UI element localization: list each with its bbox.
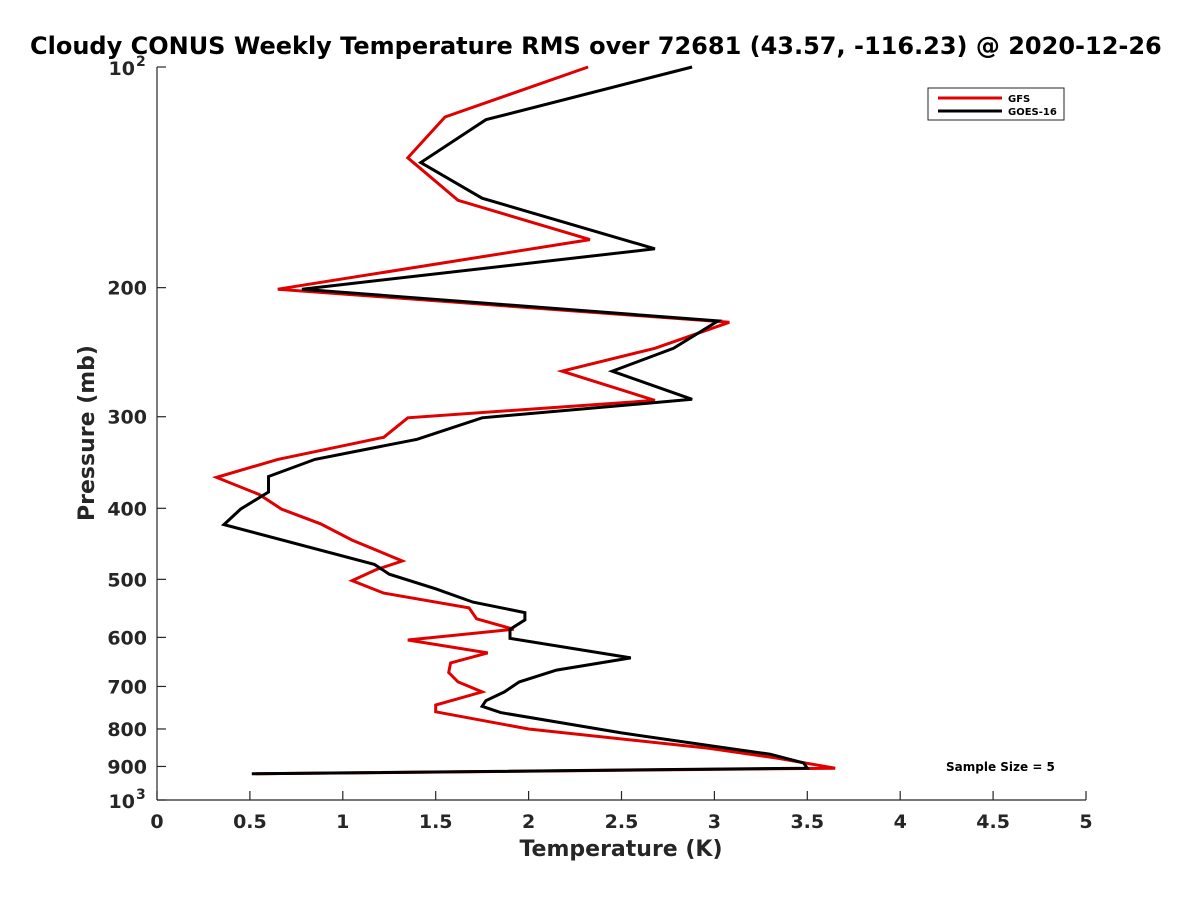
legend-label: GOES-16 [1008,107,1057,118]
y-tick-label: 300 [107,407,147,429]
x-tick-label: 1.5 [419,811,453,833]
x-axis-label: Temperature (K) [519,837,722,862]
x-tick-label: 0.5 [233,811,267,833]
x-axis-ticks: 0 0.5 1 1.5 2 2.5 3 3.5 4 4.5 5 [150,791,1093,833]
x-tick-label: 2 [522,811,535,833]
x-tick-label: 4.5 [976,811,1010,833]
y-tick-exponent: 2 [136,54,146,70]
y-tick-label: 600 [107,627,147,649]
y-tick-label: 500 [107,569,147,591]
y-tick-label: 10 [109,58,135,80]
series-line-goes-16 [220,65,811,776]
x-tick-label: 5 [1079,811,1092,833]
plot-area [156,67,1086,801]
x-tick-label: 0 [150,811,163,833]
chart-title: Cloudy CONUS Weekly Temperature RMS over… [30,32,1162,60]
x-tick-label: 3 [708,811,721,833]
sample-size-annotation: Sample Size = 5 [946,760,1055,774]
legend: GFS GOES-16 [927,87,1065,121]
x-tick-label: 4 [894,811,907,833]
y-tick-label: 900 [107,756,147,778]
y-tick-exponent: 3 [136,787,146,803]
x-tick-label: 3.5 [790,811,824,833]
y-tick-label: 800 [107,719,147,741]
x-tick-label: 1 [336,811,349,833]
legend-box [927,87,1065,121]
y-tick-label: 200 [107,278,147,300]
series-line-gfs [211,65,836,776]
series-lines [211,65,836,776]
x-tick-label: 2.5 [605,811,639,833]
legend-label: GFS [1008,94,1030,105]
y-tick-label: 400 [107,498,147,520]
y-tick-label: 10 [109,791,135,813]
y-axis-label: Pressure (mb) [75,345,100,521]
y-tick-label: 700 [107,676,147,698]
